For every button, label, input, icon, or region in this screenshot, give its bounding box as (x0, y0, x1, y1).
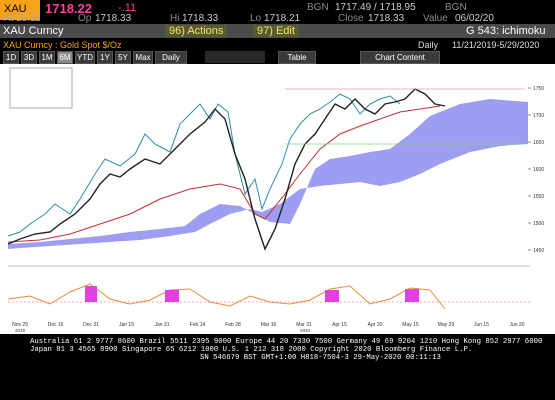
y-tick-label: 1650 (533, 140, 544, 146)
oscillator-bars (85, 286, 419, 302)
y-tick-label: 1500 (533, 221, 544, 227)
period-button[interactable]: YTD (75, 51, 95, 64)
lagging-span (7, 93, 401, 237)
high-label: Hi (170, 13, 180, 24)
price-line (7, 88, 446, 251)
chart-subtitle: XAU Curncy : Gold Spot $/Oz (3, 40, 122, 50)
period-button[interactable]: 1M (39, 51, 55, 64)
x-tick-label: Jan 31 (154, 322, 169, 328)
period-button[interactable]: 6M (57, 51, 73, 64)
period-button[interactable]: 3D (21, 51, 37, 64)
y-tick-label: 1700 (533, 113, 544, 119)
ticker-box (0, 0, 40, 20)
edit-menu[interactable]: 97) Edit (253, 25, 299, 37)
x-tick-label: Feb 14 (190, 322, 206, 328)
low-label: Lo (250, 13, 262, 24)
x-tick-label: Jun 30 (509, 322, 524, 328)
ask-source: BGN (445, 2, 467, 13)
x-tick-label: Apr 15 (332, 322, 347, 328)
bid-source: BGN (307, 2, 329, 13)
price-change: -.11 (118, 2, 137, 14)
close-value: 1718.33 (368, 13, 405, 24)
x-tick-label: Apr 30 (368, 322, 383, 328)
close-label: Close (338, 13, 364, 24)
chart-area: 1750 1700 1650 1600 1550 1500 1450 Nov 29 Dec 16… (0, 64, 555, 334)
ticker: XAU (4, 3, 27, 15)
y-tick-label: 1450 (533, 248, 544, 254)
oscillator-line (7, 283, 446, 310)
y-tick-label: 1750 (533, 86, 544, 92)
actions-menu[interactable]: 96) Actions (165, 25, 228, 37)
chart-content-button[interactable]: Chart Content (360, 51, 440, 64)
tool-icons (205, 51, 265, 63)
footer-line: SN 546679 BST GMT+1:00 H818-7504-3 29-Ma… (200, 354, 441, 362)
table-button[interactable]: Table (278, 51, 316, 64)
period-button[interactable]: Max (133, 51, 153, 64)
x-tick-label: Feb 28 (225, 322, 241, 328)
period-button[interactable]: 1Y (97, 51, 113, 64)
x-tick-label: Dec 16 (48, 322, 64, 328)
open-value: 1718.33 (95, 13, 132, 24)
quote-time: At 23:11 (4, 13, 41, 24)
footer-line: Australia 61 2 9777 8600 Brazil 5511 239… (30, 338, 543, 346)
bid-ask: 1717.49 / 1718.95 (335, 2, 416, 13)
y-tick-label: 1550 (533, 194, 544, 200)
period-button[interactable]: Daily (155, 51, 187, 64)
x-tick-label: Mar 31 (296, 322, 312, 328)
security-name[interactable]: XAU Curncy (3, 25, 64, 37)
period-button[interactable]: 5Y (115, 51, 131, 64)
base-line (7, 105, 441, 243)
y-tick-label: 1600 (533, 167, 544, 173)
x-tick-label: Mar 16 (261, 322, 277, 328)
open-label: Op (78, 13, 92, 24)
x-tick-label: May 15 (402, 322, 419, 328)
date-range: 11/21/2019-5/29/2020 (452, 40, 540, 50)
x-tick-label: Jun 15 (474, 322, 489, 328)
last-price: 1718.22 (45, 1, 92, 16)
year-label: 2020 (300, 328, 311, 333)
x-tick-label: Nov 29 (12, 322, 28, 328)
x-tick-label: Jan 15 (119, 322, 134, 328)
low-value: 1718.21 (264, 13, 301, 24)
legend-box (9, 67, 73, 109)
function-code: G 543: ichimoku (466, 25, 546, 37)
footer-line: Japan 81 3 4565 8900 Singapore 65 6212 1… (30, 346, 473, 354)
high-value: 1718.33 (182, 13, 219, 24)
year-label: 2019 (15, 328, 26, 333)
period-button[interactable]: 1D (3, 51, 19, 64)
value-label: Value (423, 13, 448, 24)
x-tick-label: Dec 31 (83, 322, 99, 328)
x-tick-label: May 29 (438, 322, 455, 328)
frequency: Daily (418, 40, 439, 50)
ichimoku-cloud (8, 99, 528, 249)
value-date: 06/02/20 (455, 13, 494, 24)
